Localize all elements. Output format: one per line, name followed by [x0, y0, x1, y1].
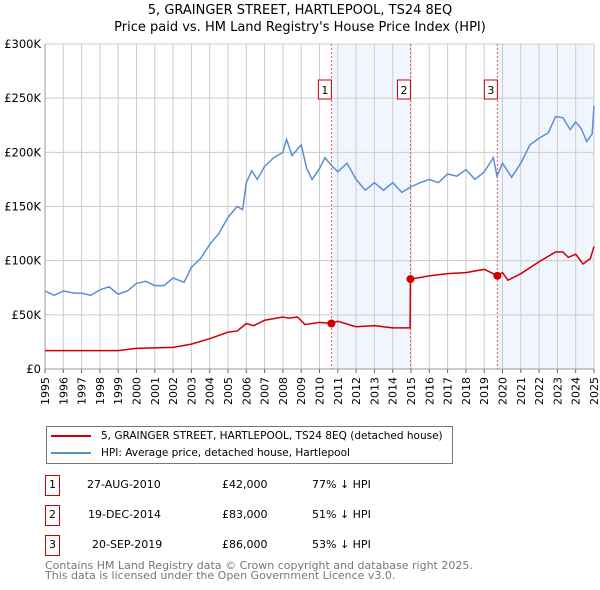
x-tick-label: 2019 — [478, 377, 491, 405]
x-tick-label: 2022 — [533, 377, 546, 405]
sale-point — [327, 319, 336, 328]
y-tick-label: £250K — [4, 91, 41, 105]
sale-marker-box — [317, 79, 332, 100]
marker-badge: 3 — [45, 535, 60, 556]
x-tick-label: 1997 — [76, 377, 89, 405]
sale-date: 27-AUG-2010 — [87, 478, 161, 491]
legend-item-hpi: HPI: Average price, detached house, Hart… — [51, 447, 350, 459]
footer-copyright: Contains HM Land Registry data © Crown c… — [45, 559, 473, 572]
y-tick-label: £150K — [4, 200, 41, 214]
x-tick-label: 1995 — [39, 377, 52, 405]
y-tick-label: £0 — [26, 362, 41, 376]
legend-swatch-blue — [51, 452, 91, 454]
marker-badge: 1 — [45, 475, 60, 496]
sale-price: £86,000 — [222, 538, 268, 551]
sale-marker-label: 1 — [321, 84, 328, 97]
legend-item-property: 5, GRAINGER STREET, HARTLEPOOL, TS24 8EQ… — [51, 430, 443, 442]
legend: 5, GRAINGER STREET, HARTLEPOOL, TS24 8EQ… — [46, 426, 453, 464]
y-tick-label: £300K — [4, 37, 41, 51]
x-tick-label: 2023 — [551, 377, 564, 405]
x-tick-label: 2011 — [332, 377, 345, 405]
legend-label: HPI: Average price, detached house, Hart… — [101, 447, 350, 459]
sale-point — [406, 275, 415, 284]
x-tick-label: 2013 — [368, 377, 381, 405]
x-tick-label: 2000 — [131, 377, 144, 405]
x-tick-label: 1996 — [57, 377, 70, 405]
x-tick-label: 2017 — [442, 377, 455, 405]
x-tick-label: 2014 — [387, 377, 400, 405]
series-line-property — [45, 246, 595, 352]
x-tick-label: 2010 — [314, 377, 327, 405]
marker-badge: 2 — [45, 505, 60, 526]
chart-subtitle: Price paid vs. HM Land Registry's House … — [114, 20, 486, 35]
sale-hpi-diff: 77% ↓ HPI — [312, 478, 371, 491]
series-line-hpi — [44, 105, 595, 297]
x-tick-label: 2005 — [222, 377, 235, 405]
x-tick-label: 2020 — [497, 377, 510, 405]
x-tick-label: 2018 — [460, 377, 473, 405]
x-tick-label: 2001 — [149, 377, 162, 405]
x-tick-label: 1998 — [94, 377, 107, 405]
x-tick-label: 2016 — [423, 377, 436, 405]
sale-date: 19-DEC-2014 — [88, 508, 162, 521]
sale-hpi-diff: 53% ↓ HPI — [312, 538, 371, 551]
y-tick-label: £100K — [4, 254, 41, 268]
sale-marker-label: 3 — [487, 84, 494, 97]
sale-price: £83,000 — [222, 508, 268, 521]
x-tick-label: 2002 — [167, 377, 180, 405]
y-tick-label: £50K — [12, 308, 42, 322]
x-tick-label: 2004 — [204, 377, 217, 405]
x-tick-label: 2003 — [185, 377, 198, 405]
x-tick-label: 2009 — [295, 377, 308, 405]
sale-date: 20-SEP-2019 — [92, 538, 163, 551]
x-tick-label: 2008 — [277, 377, 290, 405]
sale-marker-box — [396, 79, 411, 100]
x-tick-label: 2015 — [405, 377, 418, 405]
x-tick-label: 2021 — [515, 377, 528, 405]
footer: Contains HM Land Registry data © Crown c… — [45, 559, 473, 582]
y-tick-label: £200K — [4, 145, 41, 159]
sale-point — [493, 271, 502, 280]
sale-hpi-diff: 51% ↓ HPI — [312, 508, 371, 521]
x-tick-label: 2025 — [588, 377, 600, 405]
sale-price: £42,000 — [222, 478, 268, 491]
price-chart: 1995 1996 1997 1998 1999 2000 2001 2002 2003 2004… — [4, 37, 600, 405]
legend-label: 5, GRAINGER STREET, HARTLEPOOL, TS24 8EQ… — [101, 430, 443, 442]
legend-swatch-red — [51, 435, 91, 437]
x-tick-label: 1999 — [112, 377, 125, 405]
x-tick-label: 2024 — [570, 377, 583, 405]
x-tick-label: 2012 — [350, 377, 363, 405]
sale-marker-label: 2 — [400, 84, 407, 97]
footer-licence: This data is licensed under the Open Gov… — [45, 569, 396, 582]
x-tick-label: 2006 — [240, 377, 253, 405]
x-tick-label: 2007 — [259, 377, 272, 405]
chart-title: 5, GRAINGER STREET, HARTLEPOOL, TS24 8EQ — [147, 3, 453, 18]
sale-marker-box — [483, 79, 498, 100]
